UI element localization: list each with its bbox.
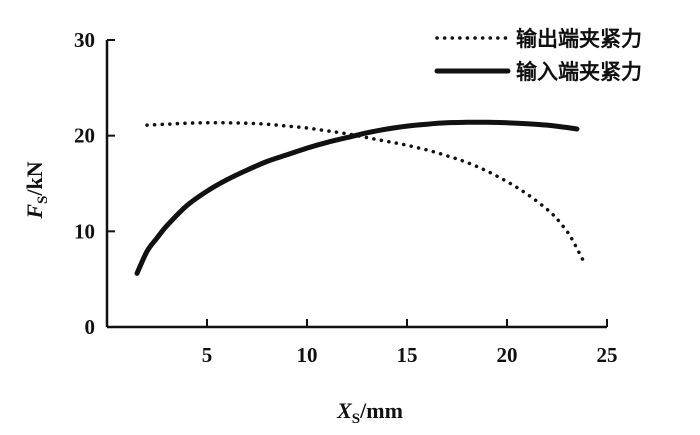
x-tick-label: 10 <box>297 343 318 367</box>
x-tick-label: 20 <box>497 343 518 367</box>
axes <box>105 40 607 329</box>
y-ticks: 0 10 20 30 <box>74 28 115 339</box>
y-tick-label: 30 <box>74 28 95 52</box>
x-tick-label: 15 <box>397 343 418 367</box>
y-tick-label: 20 <box>74 124 95 148</box>
series-line-1 <box>134 119 580 276</box>
y-tick-label: 10 <box>74 219 95 243</box>
series-layer <box>134 119 585 276</box>
legend-label-1: 输入端夹紧力 <box>516 60 642 84</box>
x-tick-label: 25 <box>597 343 618 367</box>
x-tick-label: 5 <box>202 343 213 367</box>
x-ticks: 5 10 15 20 25 <box>202 319 618 367</box>
legend-label-0: 输出端夹紧力 <box>516 27 642 51</box>
y-axis-title: FS/kN <box>22 161 51 219</box>
series-line-0 <box>145 120 585 262</box>
y-tick-label: 0 <box>85 315 96 339</box>
x-axis-title: XS/mm <box>336 398 403 427</box>
